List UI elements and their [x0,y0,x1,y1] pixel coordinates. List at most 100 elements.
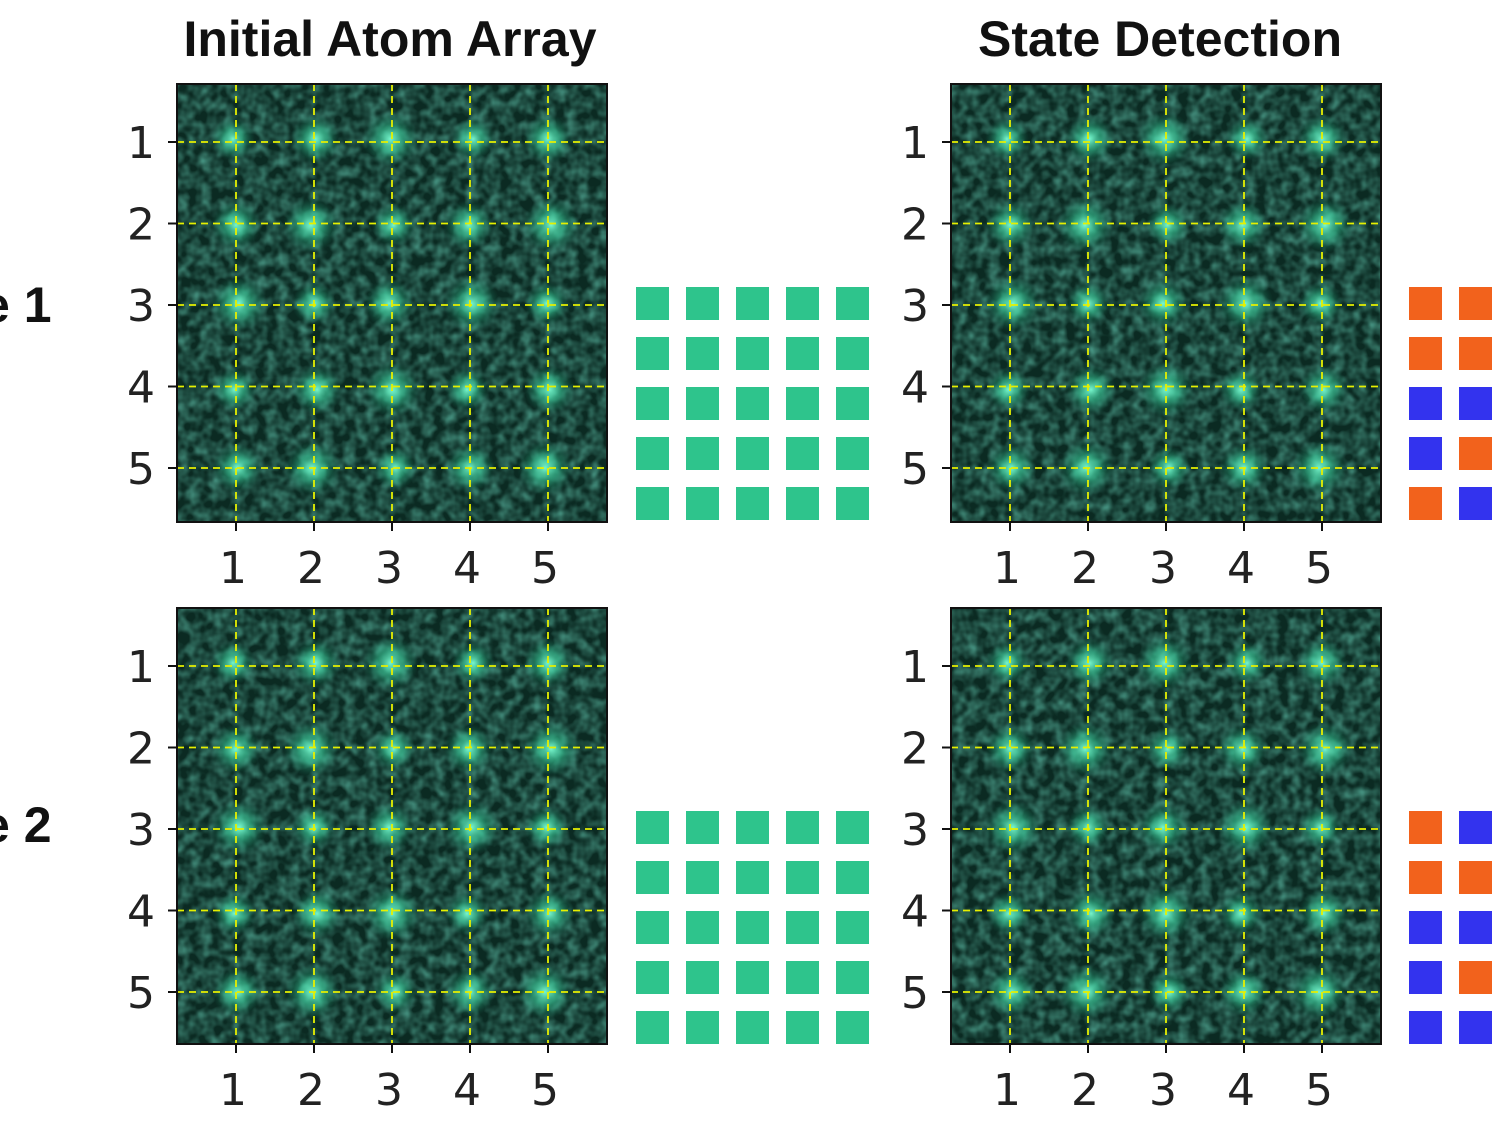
x-tick-label: 2 [1071,1065,1099,1116]
y-tick-label: 4 [901,887,929,938]
atom-spot [364,802,414,853]
state-square [636,287,669,320]
atom-spot [443,200,494,250]
atom-spot [517,964,573,1020]
atom-spot [985,117,1029,161]
atom-spot [523,197,579,253]
atom-spot [290,114,341,164]
state-square [1409,811,1442,844]
x-tick-label: 3 [1149,543,1177,594]
atom-spot [524,888,575,939]
state-square-grids [636,287,1492,1044]
state-square [636,437,669,470]
state-square [636,387,669,420]
atom-spot [1066,364,1116,415]
x-tick-label: 1 [219,543,247,594]
atom-spot [985,724,1035,774]
state-square [686,337,719,370]
atom-spot [1217,275,1274,332]
x-tick-label: 1 [219,1065,247,1116]
x-tick-label: 4 [453,543,481,594]
y-tick-label: 5 [127,444,155,495]
initial-state-grid-2 [636,811,869,1044]
atom-spot [371,727,416,771]
state-square [786,337,819,370]
state-square [686,861,719,894]
x-tick-label: 3 [375,543,403,594]
state-square [686,961,719,994]
state-square [1459,337,1492,370]
atom-spot [451,641,495,685]
detected-state-grid-2 [1409,811,1492,1044]
y-tick-label: 2 [901,200,929,251]
state-square [1409,961,1442,994]
state-square [686,911,719,944]
atom-spot [524,281,569,326]
state-square [686,811,719,844]
state-square [636,337,669,370]
atom-spot [1138,802,1188,853]
atom-spot [1219,367,1263,412]
atom-spot [524,364,575,415]
atom-spot [1298,888,1349,939]
state-square [736,437,769,470]
state-square [836,1011,869,1044]
state-square [1409,287,1442,320]
state-detection-title: State Detection [978,11,1342,67]
atom-spot [362,635,419,691]
state-square [636,1011,669,1044]
state-square [736,337,769,370]
atom-spot [1217,200,1268,250]
x-tick-label: 2 [297,543,325,594]
atom-spot [292,364,342,415]
atom-spot [211,799,267,856]
atom-spot [1297,197,1353,253]
atom-spot [1145,203,1190,247]
atom-spot [362,111,419,167]
atom-spot [443,275,500,332]
atom-spot [1217,799,1274,856]
state-square [1459,1011,1492,1044]
atom-spot [211,275,267,332]
y-tick-label: 2 [901,724,929,775]
atom-spot [1297,721,1353,777]
state-square [836,487,869,520]
atom-spot [283,197,339,253]
state-square [786,387,819,420]
state-square [686,437,719,470]
atom-spot [986,367,1031,412]
state-square [836,861,869,894]
atom-spot [524,805,569,850]
atom-spot [1217,724,1268,774]
state-square [1459,437,1492,470]
atom-spot [451,117,495,161]
state-square [686,287,719,320]
atom-spot [290,638,341,688]
atom-spot [371,203,416,247]
atom-spot [211,724,261,774]
state-square [786,911,819,944]
atom-spot [445,891,489,936]
state-square [736,861,769,894]
atom-spot [445,367,489,412]
state-square [836,437,869,470]
atom-spot [283,721,339,777]
state-square [1409,337,1442,370]
x-tick-label: 3 [1149,1065,1177,1116]
y-tick-label: 5 [127,968,155,1019]
state-square [736,1011,769,1044]
atom-spot [364,278,414,329]
x-tick-label: 5 [531,1065,559,1116]
atom-spot [292,888,342,939]
atom-spot [1298,805,1343,850]
state-square [636,861,669,894]
state-square [1409,437,1442,470]
atom-spot [1225,117,1269,161]
atom-spot [1138,278,1188,329]
state-square [836,287,869,320]
x-tick-label: 5 [531,543,559,594]
y-tick-label: 3 [901,805,929,856]
